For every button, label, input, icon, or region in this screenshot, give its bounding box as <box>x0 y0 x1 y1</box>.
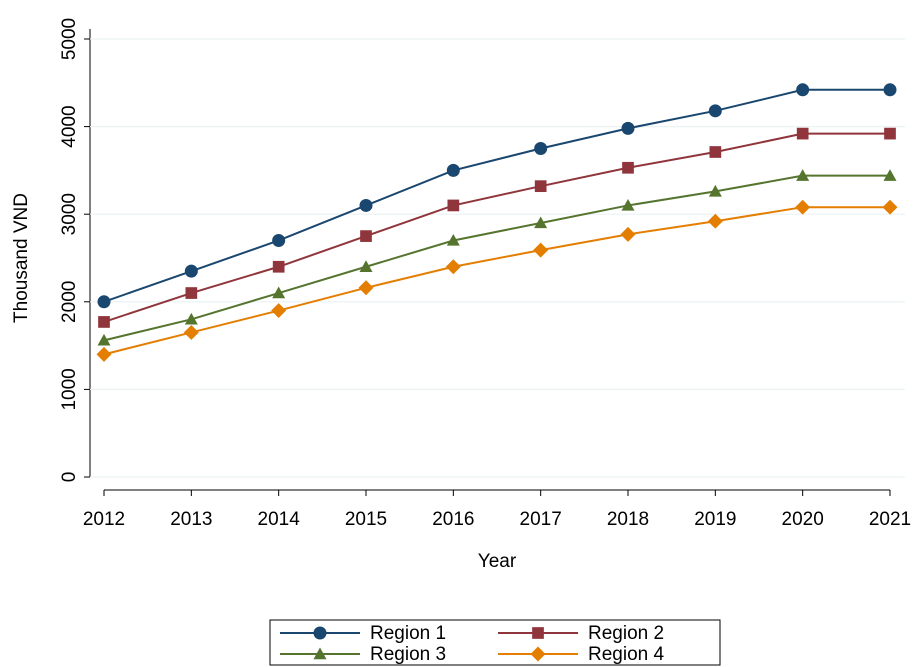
marker <box>445 259 461 275</box>
marker <box>534 142 548 155</box>
x-tick-label: 2014 <box>258 509 301 530</box>
marker <box>98 316 110 328</box>
legend-label: Region 1 <box>370 623 446 644</box>
x-tick-label: 2019 <box>694 509 736 530</box>
legend-label: Region 3 <box>370 644 446 665</box>
marker <box>708 184 722 197</box>
marker <box>621 198 635 211</box>
marker <box>97 295 111 309</box>
marker <box>271 303 287 319</box>
x-tick-label: 2020 <box>782 509 824 530</box>
marker <box>620 226 636 242</box>
marker <box>709 146 722 158</box>
x-tick-label: 2021 <box>869 509 911 530</box>
y-tick-label: 1000 <box>59 368 80 410</box>
marker <box>184 312 198 325</box>
marker <box>796 127 809 140</box>
legend-label: Region 4 <box>588 644 664 665</box>
marker <box>184 264 198 278</box>
marker <box>272 233 286 247</box>
marker <box>272 286 286 299</box>
legend-box <box>269 619 721 666</box>
y-tick-label: 0 <box>59 472 80 483</box>
marker <box>446 163 460 177</box>
x-tick-label: 2015 <box>345 509 387 530</box>
marker <box>185 287 198 299</box>
x-tick-label: 2016 <box>432 509 474 530</box>
x-tick-label: 2018 <box>607 509 649 530</box>
legend-marker <box>532 627 544 639</box>
marker <box>534 180 547 193</box>
series-line <box>103 174 890 342</box>
series-line <box>103 88 890 303</box>
legend-marker <box>530 646 546 662</box>
x-tick-label: 2017 <box>520 509 562 530</box>
marker <box>795 199 811 215</box>
legend-label: Region 2 <box>588 623 664 644</box>
marker <box>447 199 460 212</box>
marker <box>882 199 898 215</box>
marker <box>446 233 460 246</box>
x-tick-label: 2012 <box>83 509 125 530</box>
marker <box>533 242 549 258</box>
marker <box>622 161 634 174</box>
marker <box>272 260 285 273</box>
y-tick-label: 4000 <box>59 105 80 147</box>
x-axis-label: Year <box>478 551 517 572</box>
legend-marker <box>313 647 327 660</box>
marker <box>796 169 810 181</box>
marker <box>183 324 199 340</box>
y-tick-label: 3000 <box>59 193 80 235</box>
marker <box>883 169 897 181</box>
marker <box>707 213 723 229</box>
x-tick-label: 2013 <box>170 509 212 530</box>
marker <box>534 216 548 229</box>
marker <box>359 260 373 272</box>
series-line <box>103 206 890 356</box>
marker <box>708 104 722 118</box>
series-line <box>103 132 890 323</box>
y-axis-label: Thousand VND <box>11 193 32 323</box>
y-tick-label: 5000 <box>59 18 80 60</box>
marker <box>884 127 896 140</box>
marker <box>359 198 373 212</box>
marker <box>883 83 897 97</box>
legend-marker <box>313 626 327 640</box>
y-tick-label: 2000 <box>59 281 80 323</box>
marker <box>358 280 374 296</box>
marker <box>621 121 635 135</box>
marker <box>796 83 810 97</box>
marker <box>96 346 112 362</box>
marker <box>97 333 111 346</box>
marker <box>360 230 372 242</box>
